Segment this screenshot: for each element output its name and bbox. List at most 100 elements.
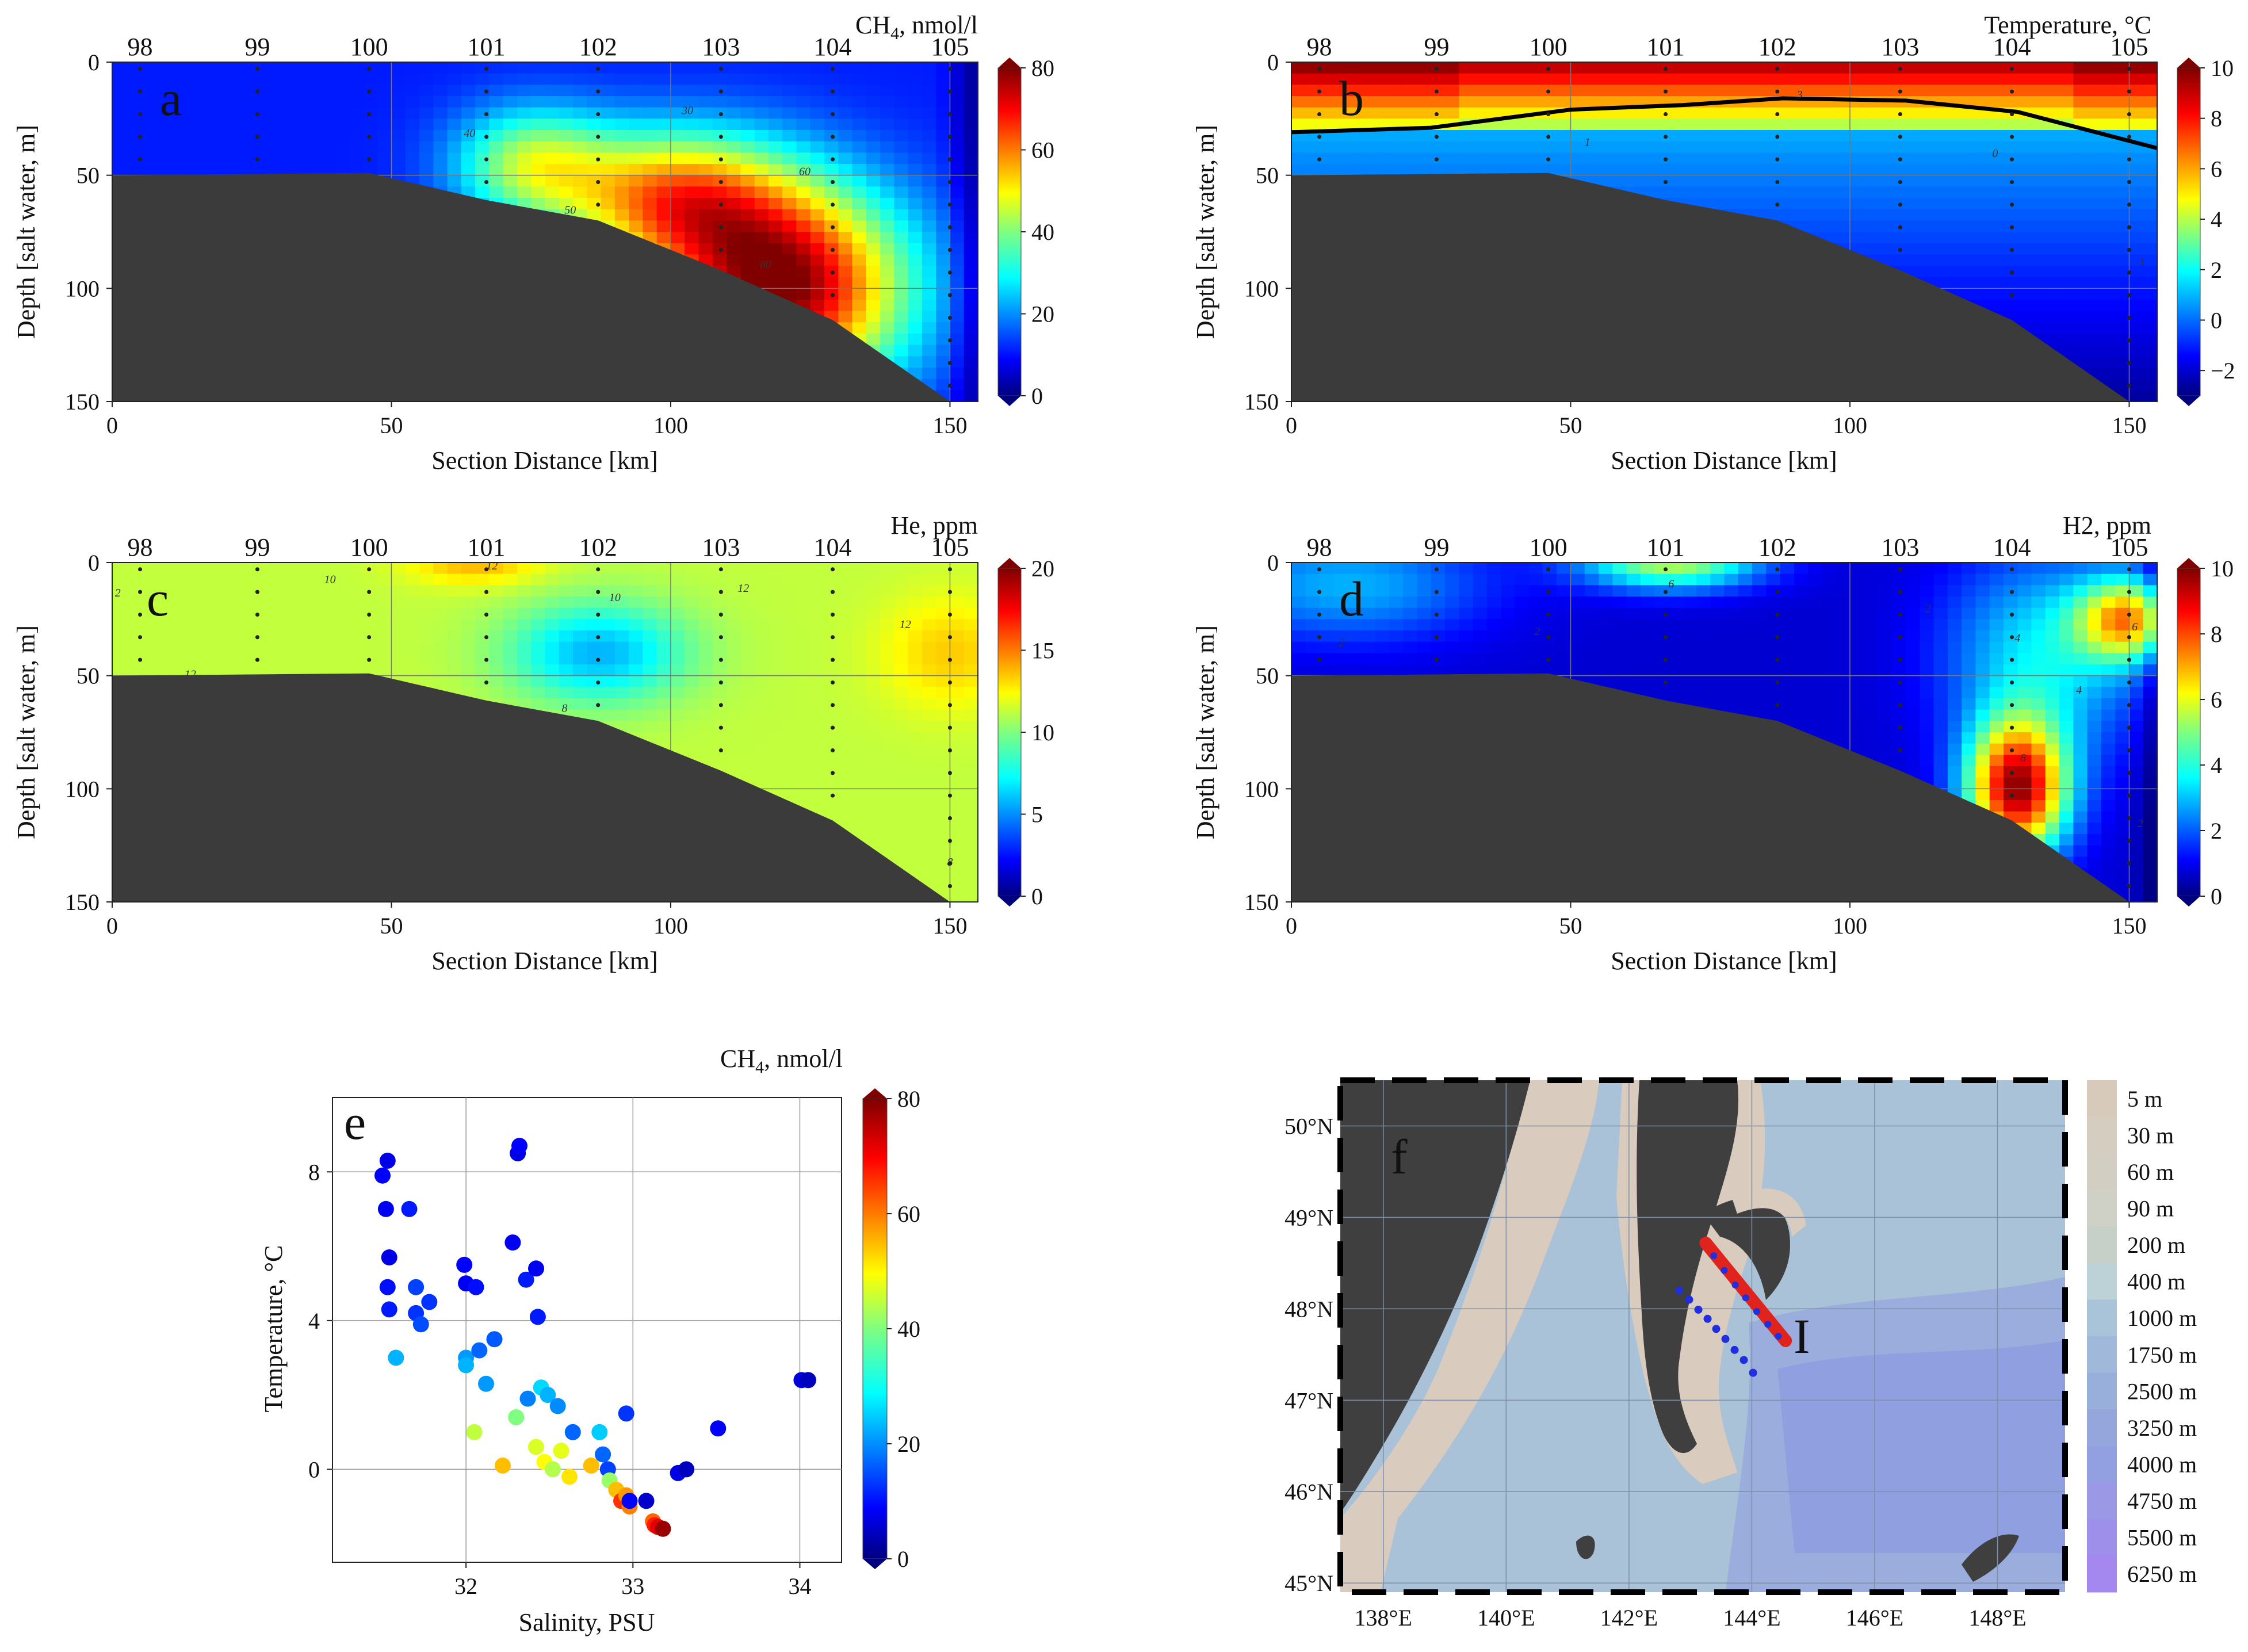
field-cell [1696, 141, 1711, 154]
field-cell [1612, 118, 1627, 131]
field-cell [489, 152, 504, 165]
field-cell [1850, 85, 1865, 97]
field-cell [238, 73, 253, 86]
field-cell [908, 73, 923, 86]
field-cell [433, 630, 448, 643]
field-cell [461, 175, 476, 188]
field-cell [1626, 130, 1641, 142]
field-cell [1878, 243, 1893, 255]
field-cell [1724, 175, 1739, 188]
field-cell [391, 152, 406, 165]
field-cell [2073, 345, 2088, 357]
field-cell [2059, 62, 2074, 74]
field-cell [293, 62, 308, 74]
field-cell [824, 141, 839, 154]
field-cell [2087, 62, 2102, 74]
field-cell [894, 107, 909, 120]
field-cell [810, 220, 825, 232]
field-cell [587, 573, 602, 586]
field-cell [1682, 73, 1697, 86]
sample-point [1775, 67, 1780, 71]
field-cell [1738, 130, 1753, 142]
field-cell [293, 607, 308, 620]
field-cell [545, 653, 560, 665]
field-cell [866, 164, 881, 176]
field-cell [810, 243, 825, 255]
field-cell [573, 641, 588, 654]
field-cell [1696, 118, 1711, 131]
x-tick-label: 150 [2112, 412, 2146, 438]
field-cell [1738, 186, 1753, 198]
field-cell [349, 596, 364, 609]
field-cell [322, 118, 337, 131]
sample-point [138, 67, 143, 71]
field-cell [405, 118, 420, 131]
field-cell [964, 62, 978, 74]
field-cell [1626, 107, 1641, 120]
field-cell [964, 345, 978, 357]
field-cell [810, 118, 825, 131]
field-cell [559, 596, 574, 609]
field-cell [126, 164, 141, 176]
field-cell [475, 664, 490, 676]
field-cell [1710, 130, 1725, 142]
field-cell [852, 107, 867, 120]
field-cell [363, 118, 379, 131]
field-cell [810, 198, 825, 210]
field-cell [126, 130, 141, 142]
field-cell [1668, 118, 1683, 131]
sample-point [831, 157, 835, 162]
field-cell [1291, 152, 1306, 165]
field-cell [852, 220, 867, 232]
field-cell [2143, 334, 2157, 346]
field-cell [224, 141, 239, 154]
field-cell [824, 277, 839, 289]
field-cell [1947, 266, 1963, 278]
field-cell [824, 209, 839, 221]
field-cell [2045, 141, 2060, 154]
field-cell [1417, 152, 1432, 165]
field-cell [2087, 345, 2102, 357]
field-cell [964, 96, 978, 108]
field-cell [503, 152, 518, 165]
field-cell [1780, 175, 1795, 188]
field-cell [1920, 209, 1934, 221]
field-cell [349, 653, 364, 665]
field-cell [1486, 62, 1502, 74]
field-cell [629, 164, 644, 176]
colorbar-tick-label: 10 [2211, 55, 2234, 81]
field-cell [349, 164, 364, 176]
panel-label: b [1339, 71, 1364, 126]
field-cell [168, 164, 183, 176]
field-cell [1808, 107, 1823, 120]
field-cell [950, 390, 965, 401]
field-cell [266, 107, 281, 120]
field-cell [2017, 175, 2032, 188]
field-cell [1291, 96, 1306, 108]
field-cell [1933, 141, 1948, 154]
field-cell [322, 607, 337, 620]
field-cell [685, 198, 699, 210]
field-cell [922, 266, 937, 278]
field-cell [293, 73, 308, 86]
sample-point [1898, 112, 1902, 116]
field-cell [2004, 232, 2018, 244]
field-cell [1933, 209, 1948, 221]
field-cell [1696, 73, 1711, 86]
field-cell [559, 653, 574, 665]
field-cell [363, 73, 379, 86]
field-cell [1557, 96, 1572, 108]
field-cell [656, 62, 671, 74]
panel-label: a [160, 71, 182, 126]
colorbar-tick-label: 2 [2211, 257, 2222, 283]
field-cell [2031, 266, 2046, 278]
field-cell [810, 107, 825, 120]
field-cell [1989, 243, 2004, 255]
field-cell [936, 186, 951, 198]
field-cell [182, 164, 197, 176]
field-cell [1445, 107, 1460, 120]
colorbar-tick-label: 8 [2211, 106, 2222, 132]
field-cell [307, 573, 323, 586]
field-cell [168, 96, 183, 108]
field-cell [559, 141, 574, 154]
